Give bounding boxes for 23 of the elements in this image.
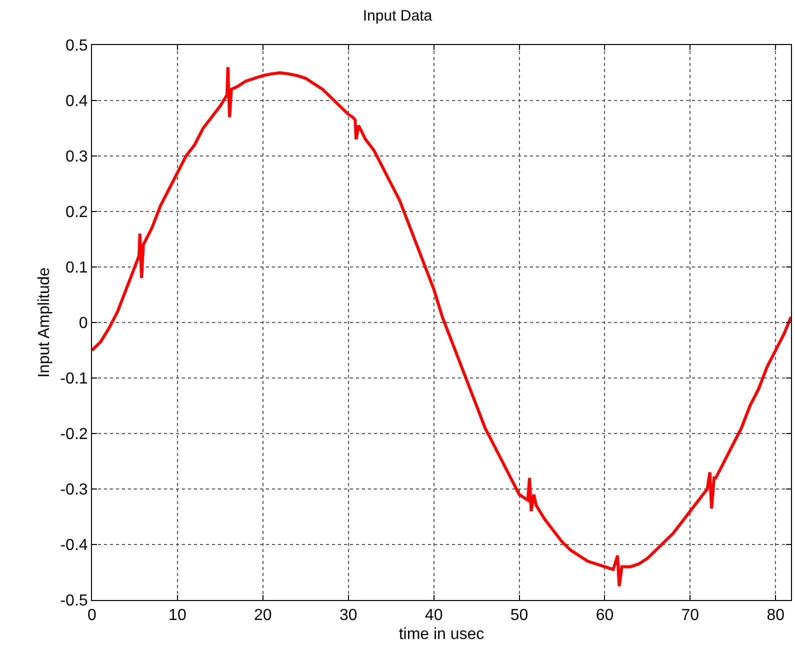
x-tick-label: 70 — [681, 607, 700, 624]
y-tick-label: -0.4 — [60, 537, 88, 554]
x-tick-label: 60 — [596, 607, 614, 624]
y-tick-label: -0.3 — [60, 482, 88, 499]
y-tick-label: -0.5 — [60, 592, 88, 610]
y-tick-label: 0.3 — [66, 148, 88, 166]
y-tick-label: 0 — [78, 315, 88, 332]
y-tick-label: -0.2 — [60, 426, 88, 444]
y-tick-label: 0.2 — [66, 204, 88, 222]
x-tick-label: 10 — [168, 607, 186, 624]
y-tick-label: 0.4 — [66, 93, 88, 110]
x-tick-label: 20 — [254, 607, 272, 624]
x-axis-title: time in usec — [398, 626, 484, 643]
x-tick-label: 40 — [424, 607, 443, 624]
x-tick-label: 80 — [766, 607, 785, 624]
x-tick-label: 50 — [510, 607, 528, 624]
chart-title: Input Data — [362, 7, 433, 24]
line-series — [92, 66, 791, 588]
y-tick-label: -0.1 — [60, 370, 88, 388]
y-axis-title: Input Amplitude — [36, 267, 54, 378]
x-tick-label: 30 — [339, 607, 358, 624]
y-tick-label: 0.1 — [66, 260, 88, 277]
y-tick-label: 0.5 — [66, 38, 88, 55]
